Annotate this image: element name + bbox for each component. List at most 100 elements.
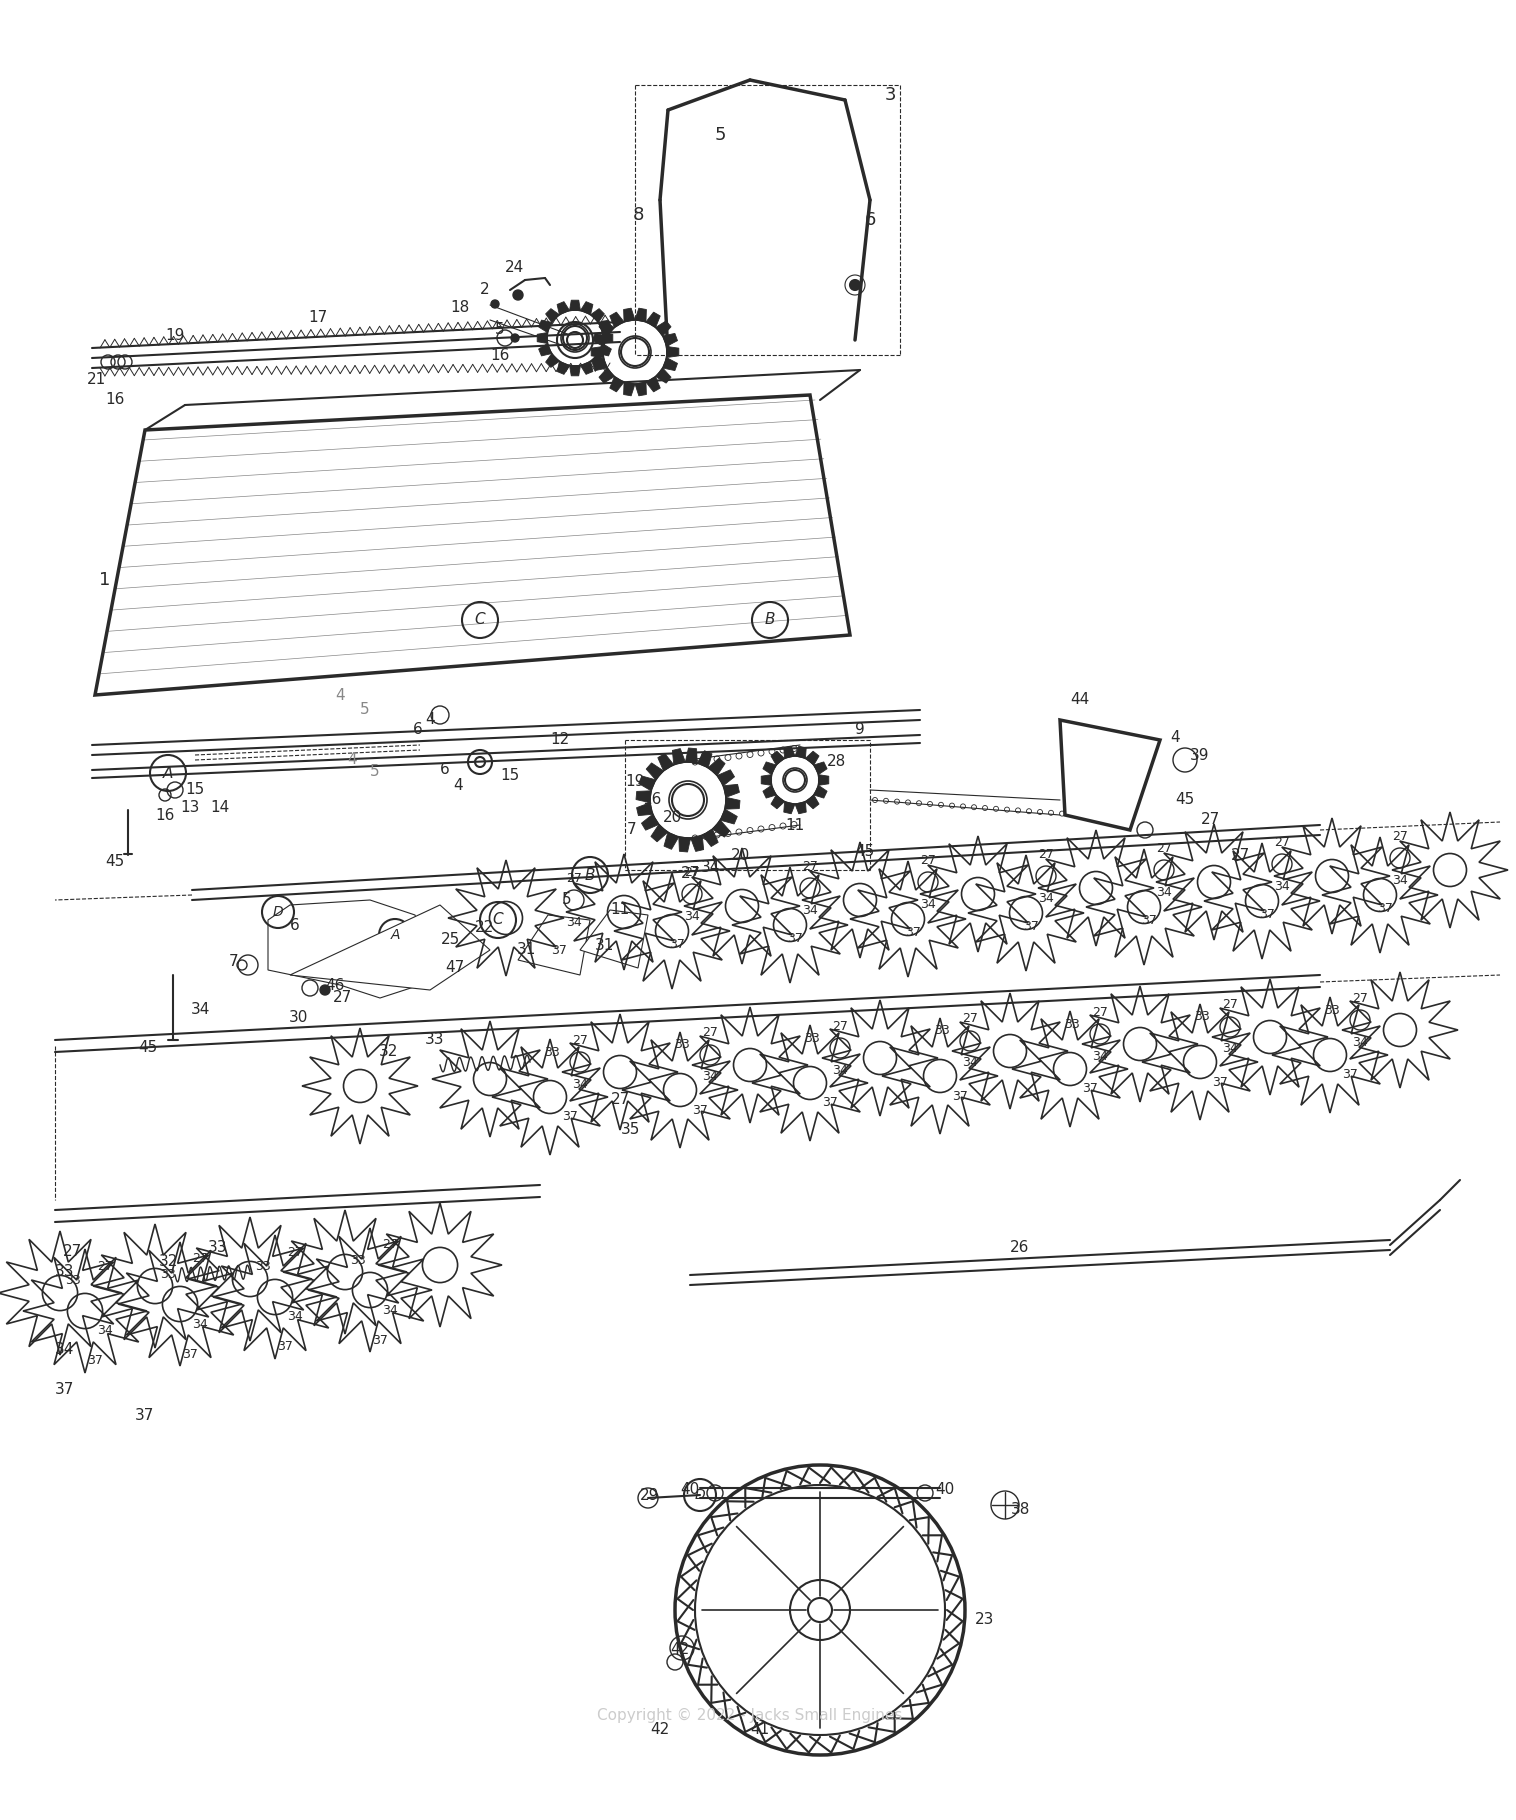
Polygon shape (814, 763, 828, 775)
Polygon shape (679, 837, 691, 852)
Text: 27: 27 (832, 1019, 847, 1032)
Text: 27: 27 (1201, 812, 1220, 828)
Text: 11: 11 (611, 903, 629, 917)
Polygon shape (658, 753, 673, 772)
Text: 27: 27 (1092, 1005, 1108, 1019)
Text: 27: 27 (62, 1245, 82, 1259)
Polygon shape (556, 302, 570, 315)
Text: 33: 33 (1195, 1010, 1210, 1023)
Text: 5: 5 (496, 322, 505, 337)
Circle shape (850, 280, 860, 289)
Text: 5: 5 (562, 892, 572, 908)
Text: 37: 37 (550, 943, 567, 957)
Text: 6: 6 (414, 723, 423, 737)
Text: 44: 44 (1070, 692, 1090, 708)
Text: 5: 5 (714, 126, 726, 144)
Text: 4: 4 (424, 712, 435, 728)
Text: 42: 42 (650, 1722, 670, 1738)
Text: 11: 11 (785, 817, 805, 832)
Circle shape (511, 335, 518, 342)
Polygon shape (697, 750, 713, 768)
Polygon shape (761, 775, 772, 786)
Text: 27: 27 (1392, 830, 1408, 843)
Polygon shape (723, 784, 740, 797)
Text: 33: 33 (255, 1261, 271, 1274)
Polygon shape (662, 357, 678, 371)
Text: 37: 37 (1377, 901, 1393, 914)
Text: 33: 33 (803, 1032, 820, 1045)
Polygon shape (591, 353, 605, 368)
Text: D: D (694, 1489, 705, 1502)
Text: 34: 34 (1038, 892, 1054, 905)
Text: 33: 33 (675, 1039, 690, 1052)
Text: 27: 27 (572, 1034, 588, 1046)
Text: 34: 34 (191, 1003, 209, 1017)
Polygon shape (794, 746, 807, 759)
Text: 27: 27 (920, 854, 935, 866)
Polygon shape (646, 763, 664, 779)
Text: 38: 38 (1010, 1503, 1029, 1518)
Text: 10: 10 (690, 752, 709, 768)
Text: 40: 40 (935, 1483, 955, 1498)
Text: 34: 34 (700, 861, 720, 875)
Text: 34: 34 (832, 1063, 847, 1076)
Polygon shape (538, 320, 552, 333)
Polygon shape (1060, 721, 1160, 830)
Polygon shape (646, 377, 661, 391)
Text: B: B (764, 613, 775, 628)
Text: 27: 27 (802, 859, 819, 872)
Polygon shape (691, 835, 703, 852)
Text: 37: 37 (693, 1103, 708, 1116)
Text: 34: 34 (1273, 879, 1290, 892)
Polygon shape (763, 786, 776, 799)
Circle shape (512, 289, 523, 300)
Polygon shape (581, 302, 593, 315)
Polygon shape (720, 810, 737, 824)
Polygon shape (537, 333, 547, 344)
Circle shape (320, 985, 330, 996)
Text: 15: 15 (185, 783, 205, 797)
Text: 4: 4 (1170, 730, 1179, 746)
Polygon shape (581, 910, 647, 968)
Text: 27: 27 (382, 1238, 397, 1252)
Polygon shape (268, 901, 431, 997)
Text: 27: 27 (287, 1245, 303, 1258)
Text: 22: 22 (476, 921, 494, 935)
Polygon shape (637, 792, 652, 803)
Polygon shape (538, 344, 552, 357)
Text: 31: 31 (596, 937, 614, 952)
Polygon shape (655, 368, 672, 384)
Text: 29: 29 (640, 1487, 659, 1503)
Text: 34: 34 (193, 1318, 208, 1330)
Text: 27: 27 (1273, 835, 1290, 848)
Polygon shape (599, 320, 611, 333)
Text: 35: 35 (620, 1123, 640, 1138)
Text: 3: 3 (884, 86, 896, 104)
Polygon shape (664, 832, 679, 850)
Text: 34: 34 (802, 903, 817, 917)
Polygon shape (556, 362, 570, 375)
Polygon shape (602, 333, 612, 344)
Polygon shape (673, 748, 685, 764)
Text: 24: 24 (505, 260, 525, 275)
Text: C: C (475, 613, 485, 628)
Polygon shape (641, 814, 659, 830)
Text: 34: 34 (97, 1325, 112, 1338)
Text: 27: 27 (1231, 848, 1249, 863)
Text: 33: 33 (350, 1254, 365, 1267)
Text: 15: 15 (500, 768, 520, 783)
Text: B: B (585, 868, 596, 883)
Polygon shape (599, 368, 614, 384)
Polygon shape (593, 357, 608, 371)
Polygon shape (650, 824, 669, 843)
Text: 39: 39 (1190, 748, 1210, 763)
Text: 37: 37 (1342, 1068, 1358, 1081)
Text: 27: 27 (1222, 999, 1239, 1012)
Text: 27: 27 (1038, 848, 1054, 861)
Text: A: A (390, 928, 400, 943)
Text: C: C (493, 912, 503, 928)
Polygon shape (623, 382, 635, 395)
Text: 33: 33 (55, 1265, 74, 1279)
Polygon shape (591, 346, 603, 357)
Text: 34: 34 (1352, 1036, 1367, 1048)
